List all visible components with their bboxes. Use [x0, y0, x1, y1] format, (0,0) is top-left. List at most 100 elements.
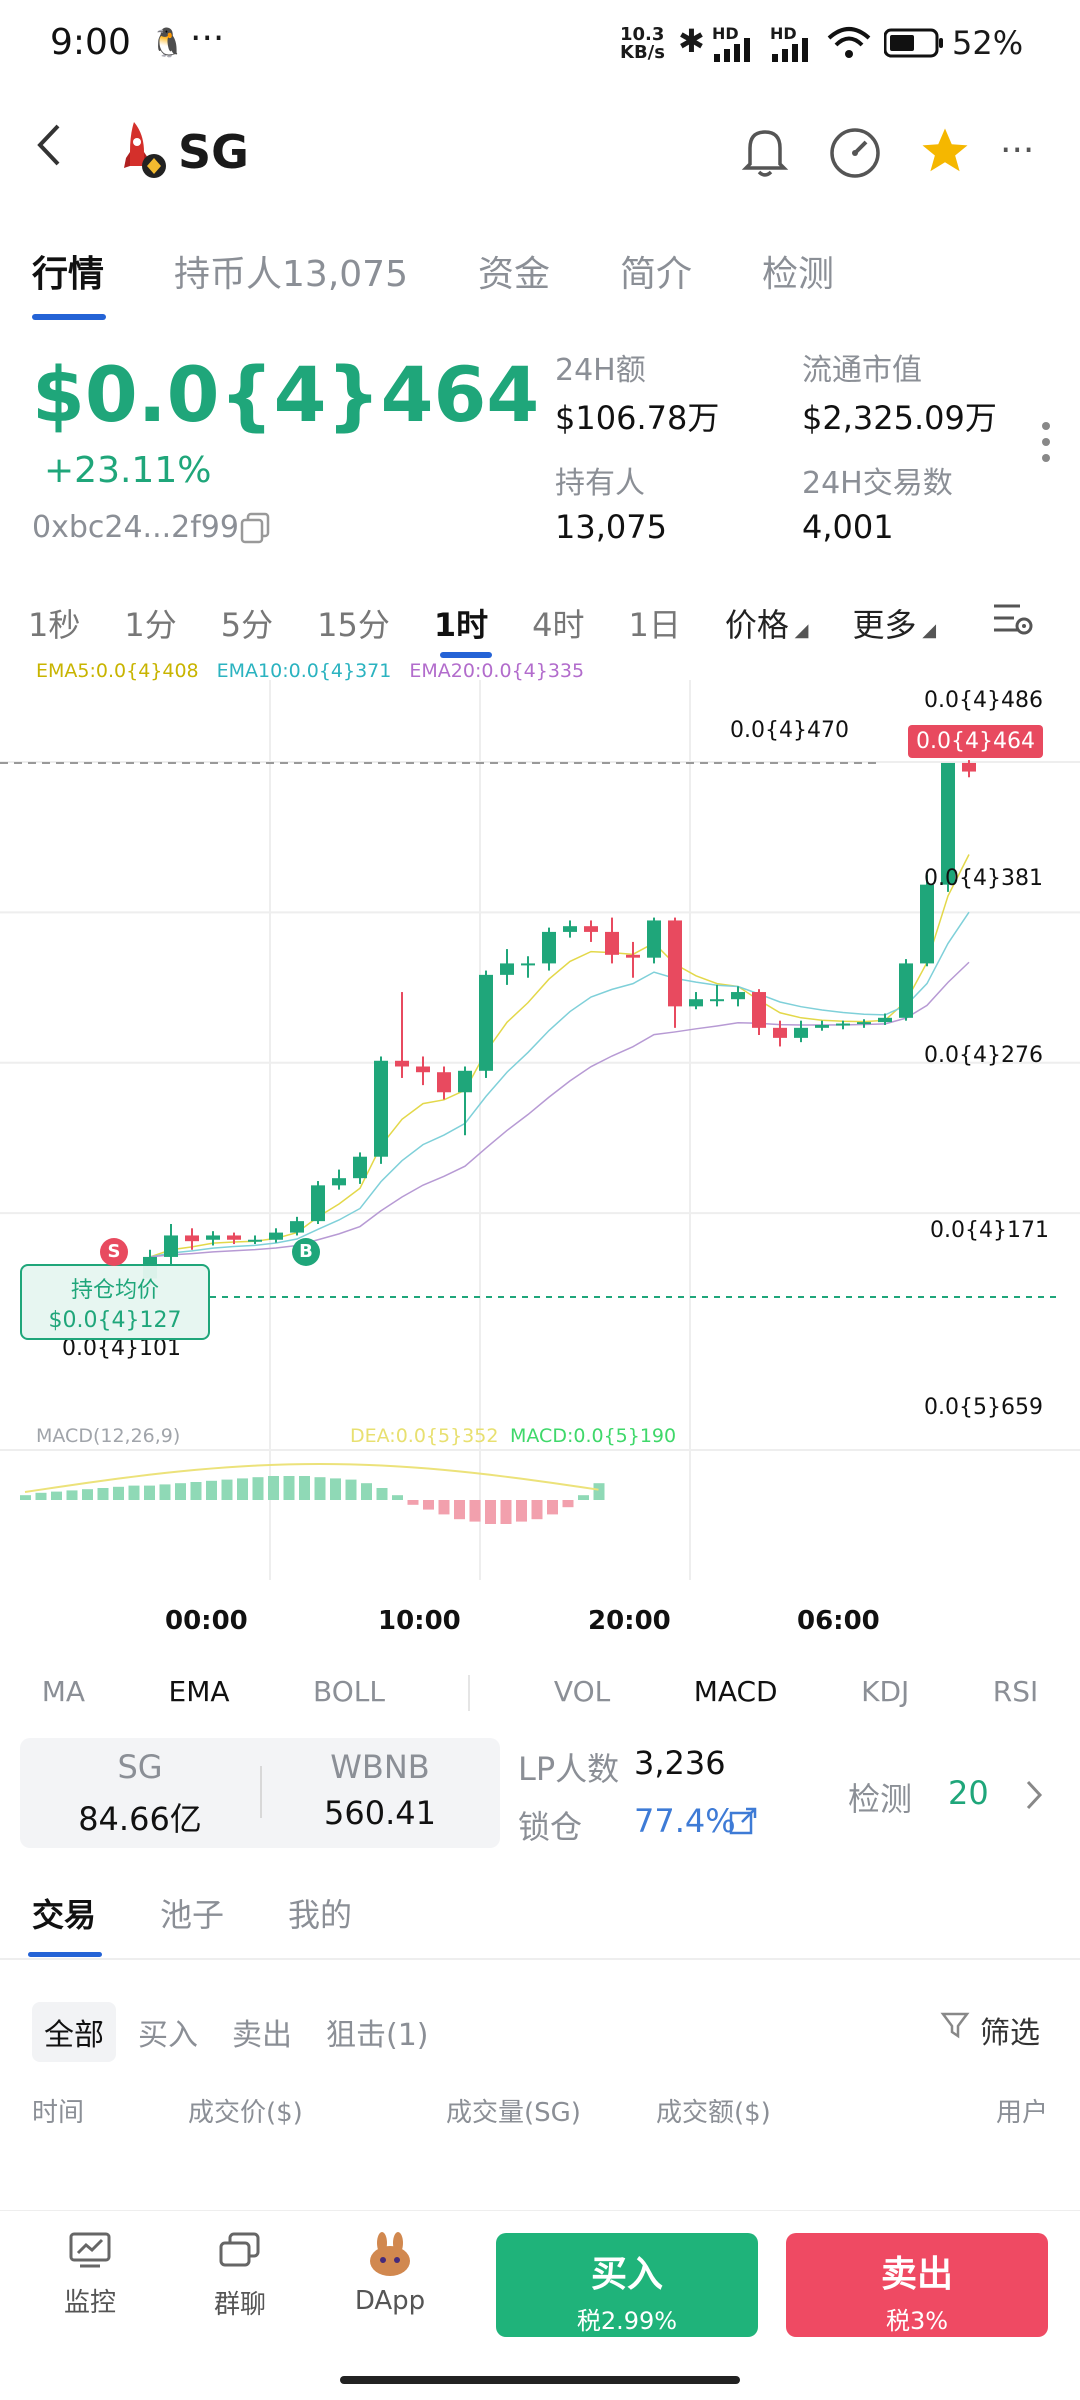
tf-1h[interactable]: 1时: [433, 606, 489, 644]
buy-marker[interactable]: B: [292, 1238, 320, 1266]
sell-marker[interactable]: S: [100, 1238, 128, 1266]
tab-holders[interactable]: 持币人13,075: [174, 254, 408, 295]
gauge-icon[interactable]: [828, 126, 882, 184]
filter-button[interactable]: 筛选: [980, 2016, 1040, 2051]
filter-sell[interactable]: 卖出: [232, 2018, 292, 2053]
y-tick-0: 0.0{4}486: [924, 688, 1043, 713]
monitor-button[interactable]: 监控: [30, 2231, 150, 2319]
macd-bar: [175, 1483, 186, 1500]
tf-5m[interactable]: 5分: [220, 606, 274, 644]
x-tick-3: 06:00: [797, 1606, 880, 1636]
candle-body: [185, 1235, 199, 1242]
token-logo-icon: [108, 118, 172, 186]
macd-bar: [593, 1483, 605, 1500]
tf-4h[interactable]: 4时: [532, 606, 585, 644]
token-a-symbol: SG: [117, 1748, 163, 1786]
ind-kdj[interactable]: KDJ: [861, 1675, 910, 1708]
candle-body: [647, 920, 661, 958]
external-link-icon[interactable]: [728, 1806, 758, 1840]
back-icon[interactable]: [34, 120, 64, 174]
chart-settings-icon[interactable]: [990, 598, 1036, 642]
candle-body: [500, 963, 514, 975]
page-title: SG: [178, 125, 249, 179]
tab-check[interactable]: 检测: [762, 254, 835, 295]
ema10-label: EMA10:0.0{4}371: [216, 660, 392, 682]
main-tabs: 行情 持币人13,075 资金 简介 检测: [32, 245, 904, 297]
macd-bar: [237, 1478, 248, 1500]
more-options-icon[interactable]: ···: [1000, 130, 1035, 171]
filter-snipe[interactable]: 狙击(1): [326, 2018, 429, 2053]
avg-cost-box[interactable]: 持仓均价 $0.0{4}127: [20, 1264, 210, 1340]
macd-bar: [578, 1495, 589, 1500]
candle-body: [689, 999, 703, 1007]
sell-button[interactable]: 卖出 税3%: [786, 2233, 1048, 2337]
price-change: +23.11%: [44, 450, 212, 491]
tf-more-dropdown[interactable]: 更多 ◢: [852, 606, 937, 644]
lock-value[interactable]: 77.4%: [634, 1802, 736, 1840]
candle-body: [227, 1235, 241, 1240]
macd-bar: [252, 1477, 264, 1500]
y-tick-1: 0.0{4}381: [924, 866, 1043, 891]
monitor-icon: [69, 2232, 111, 2268]
tf-1s[interactable]: 1秒: [28, 606, 81, 644]
group-chat-button[interactable]: 群聊: [180, 2231, 300, 2321]
check-label[interactable]: 检测: [848, 1780, 913, 1818]
candle-body: [857, 1022, 871, 1025]
candle-body: [416, 1066, 430, 1073]
chevron-right-icon[interactable]: [1024, 1778, 1044, 1816]
candle-body: [374, 1060, 388, 1157]
ema5-line: [149, 854, 970, 1258]
candle-body: [164, 1235, 178, 1257]
macd-bar: [330, 1478, 341, 1500]
vertical-dots-icon[interactable]: [1040, 420, 1052, 468]
check-value[interactable]: 20: [948, 1774, 989, 1812]
filter-icon[interactable]: [940, 2010, 970, 2044]
col-time: 时间: [32, 2098, 85, 2128]
high-price-label: 0.0{4}470: [730, 718, 849, 743]
bell-icon[interactable]: [740, 124, 790, 182]
stat-label-holders: 持有人: [555, 466, 645, 501]
dea-label: DEA:0.0{5}352: [350, 1425, 499, 1447]
avg-cost-value: $0.0{4}127: [48, 1308, 182, 1333]
tab-funds[interactable]: 资金: [477, 254, 550, 295]
low-price-label: 0.0{4}101: [62, 1336, 181, 1361]
home-indicator: [340, 2376, 740, 2384]
macd-bar: [268, 1476, 279, 1500]
tab-indicator: [32, 314, 106, 320]
star-icon[interactable]: [918, 124, 972, 182]
tf-1m[interactable]: 1分: [124, 606, 177, 644]
copy-icon[interactable]: [238, 510, 272, 548]
dapp-button[interactable]: DApp: [330, 2231, 450, 2316]
candlestick-chart[interactable]: [0, 680, 1080, 1630]
wifi-icon: [826, 26, 872, 64]
chat-icon: [219, 2232, 260, 2267]
tab-mine[interactable]: 我的: [288, 1896, 353, 1934]
ind-ema[interactable]: EMA: [168, 1675, 230, 1708]
tf-15m[interactable]: 15分: [317, 606, 390, 644]
tab-pools[interactable]: 池子: [160, 1896, 225, 1934]
buy-button[interactable]: 买入 税2.99%: [496, 2233, 758, 2337]
candle-body: [437, 1072, 451, 1093]
macd-bar: [159, 1484, 171, 1500]
filter-buy[interactable]: 买入: [138, 2018, 198, 2053]
lp-value: 3,236: [634, 1744, 726, 1782]
ind-macd[interactable]: MACD: [693, 1675, 778, 1708]
filter-all[interactable]: 全部: [32, 2002, 116, 2062]
tab-market[interactable]: 行情: [32, 254, 105, 295]
macd-bar: [144, 1485, 155, 1500]
ind-vol[interactable]: VOL: [553, 1675, 611, 1708]
tf-1d[interactable]: 1日: [628, 606, 681, 644]
trade-tab-indicator: [28, 1952, 102, 1957]
candle-body: [920, 884, 934, 964]
candle-body: [584, 926, 598, 932]
tf-indicator: [440, 652, 492, 658]
tf-more-label: 更多: [852, 606, 917, 644]
ind-boll[interactable]: BOLL: [313, 1675, 385, 1708]
tf-price-dropdown[interactable]: 价格 ◢: [724, 606, 809, 644]
battery-icon: [883, 28, 944, 62]
tab-trades[interactable]: 交易: [32, 1896, 97, 1934]
macd-bar: [20, 1495, 31, 1500]
tab-intro[interactable]: 简介: [620, 254, 693, 295]
ind-rsi[interactable]: RSI: [992, 1675, 1039, 1708]
ind-ma[interactable]: MA: [41, 1675, 86, 1708]
